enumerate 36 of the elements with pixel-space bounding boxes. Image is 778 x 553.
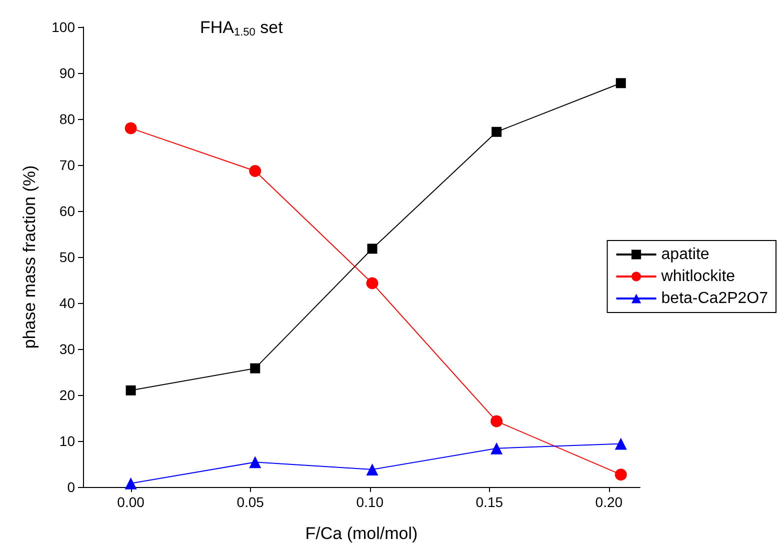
- x-axis-title: F/Ca (mol/mol): [305, 524, 418, 543]
- legend-label: beta-Ca2P2O7: [661, 290, 768, 307]
- y-tick-label: 40: [59, 295, 76, 311]
- y-axis-title: phase mass fraction (%): [20, 165, 39, 349]
- y-tick-label: 10: [59, 433, 76, 449]
- point: [249, 164, 262, 177]
- x-tick-label: 0.15: [476, 494, 504, 510]
- point: [614, 468, 627, 481]
- y-tick-label: 20: [59, 387, 76, 403]
- point: [366, 277, 378, 290]
- x-tick-label: 0.00: [117, 494, 145, 510]
- y-tick-label: 70: [59, 157, 76, 173]
- legend-label: whitlockite: [660, 268, 736, 285]
- point: [490, 442, 503, 454]
- y-tick-label: 90: [59, 65, 76, 81]
- x-tick-label: 0.20: [595, 494, 623, 510]
- point: [367, 244, 378, 254]
- x-tick-label: 0.10: [356, 494, 384, 510]
- point: [249, 456, 262, 468]
- point: [490, 415, 503, 428]
- point: [124, 122, 137, 134]
- y-tick-label: 30: [59, 341, 76, 357]
- y-tick-label: 100: [52, 19, 76, 35]
- y-tick-label: 60: [59, 203, 76, 219]
- point: [614, 438, 627, 450]
- point: [616, 78, 626, 88]
- y-tick-label: 50: [59, 249, 76, 265]
- y-tick-label: 0: [67, 479, 76, 495]
- point: [126, 385, 136, 396]
- point: [366, 464, 378, 476]
- point: [124, 477, 137, 490]
- y-tick-label: 80: [59, 111, 76, 127]
- legend-label: apatite: [661, 246, 710, 263]
- point: [250, 363, 260, 374]
- point: [492, 126, 502, 137]
- x-tick-label: 0.05: [236, 494, 264, 510]
